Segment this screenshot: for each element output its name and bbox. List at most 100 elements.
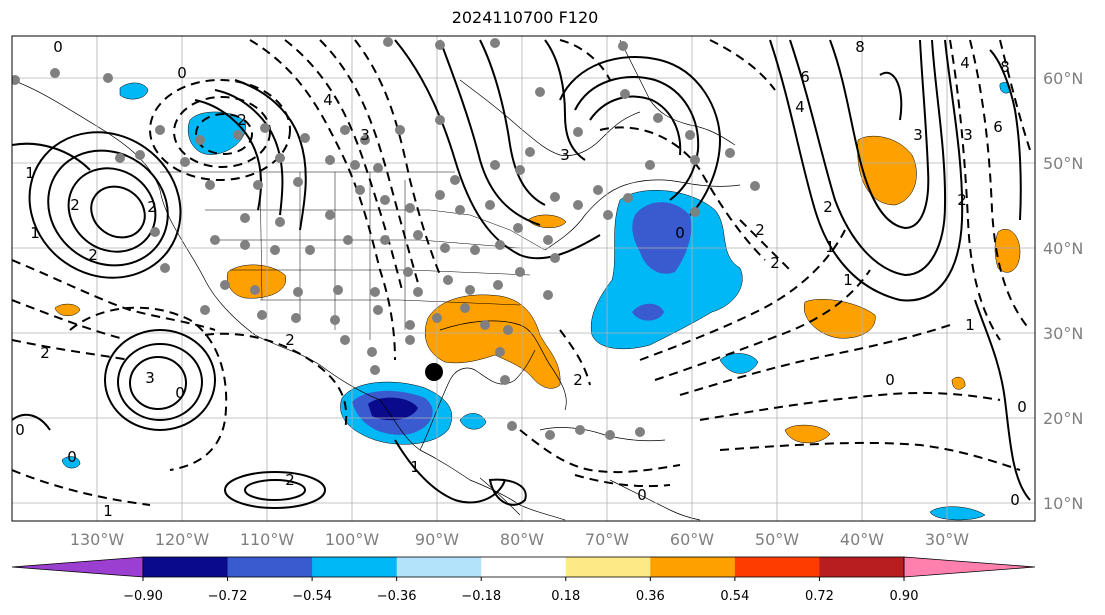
contour-label: 1 [25,164,35,182]
colorbar-segment [565,557,651,577]
contour-label: 2 [285,471,295,489]
contour-label: 2 [237,111,247,129]
contour-label: 2 [70,196,80,214]
lat-label: 50°N [1043,154,1083,173]
contour-label: 1 [843,271,853,289]
contour-label: 0 [637,486,647,504]
lon-label: 130°W [70,530,125,549]
colorbar-segment [734,557,820,577]
lon-label: 100°W [325,530,380,549]
anomaly-orange-great-lakes [527,214,567,228]
colorbar-segment [650,557,736,577]
contour-label: 0 [67,448,77,466]
anomaly-orange-small-east [951,376,966,390]
lon-label: 50°W [755,530,799,549]
anomaly-orange-southeast [424,294,561,389]
graticule [12,36,1035,521]
contour-label: 0 [175,384,185,402]
contour-label: 0 [885,371,895,389]
contour-label: 6 [800,68,810,86]
contour-label: 3 [145,369,155,387]
longitude-labels: 130°W 120°W 110°W 100°W 90°W 80°W 70°W 6… [70,530,969,549]
contour-label: 1 [825,238,835,256]
contour-label: 0 [1017,398,1027,416]
anomaly-orange-atlantic-south [784,424,831,444]
contour-label: 2 [40,344,50,362]
contour-label: 3 [560,146,570,164]
anomaly-midblue-atlantic [632,202,692,274]
lon-label: 90°W [415,530,459,549]
lat-label: 60°N [1043,69,1083,88]
colorbar-tick-label: 0.72 [805,589,834,604]
anomaly-orange-southwest [227,264,286,299]
lon-label: 110°W [240,530,295,549]
map-frame [11,35,1036,522]
station-markers [12,37,760,440]
colorbar-extend-left [11,556,144,578]
anomaly-orange-atlantic-mid [803,299,876,339]
anomaly-midblue-atlantic-small [632,303,664,321]
contour-label: 0 [1010,491,1020,509]
anomaly-orange-atlantic-north [857,135,917,206]
lon-label: 120°W [155,530,210,549]
contour-label: 2 [770,254,780,272]
anomaly-blue-small-pacific [61,456,81,469]
contour-label: 6 [993,118,1003,136]
lat-label: 30°N [1043,324,1083,343]
lon-label: 70°W [585,530,629,549]
colorbar-tick-label: 0.18 [551,589,580,604]
colorbar-segment [819,557,905,577]
contour-label: 1 [410,458,420,476]
colorbar-tick-label: −0.90 [123,589,163,604]
colorbar-tick-label: 0.54 [720,589,749,604]
anomaly-orange-pacific [54,303,81,316]
contour-label: 2 [573,371,583,389]
contour-label: 3 [963,126,973,144]
map-plot-area [12,36,1035,521]
colorbar-tick-label: 0.90 [890,589,919,604]
colorbar-tick-label: −0.72 [208,589,248,604]
anomaly-blue-caribbean [459,413,487,430]
anomaly-blue-north-pacific [119,82,149,100]
contour-label: 4 [323,91,333,109]
latitude-labels: 60°N 50°N 40°N 30°N 20°N 10°N [1043,69,1083,513]
state-borders [160,171,546,340]
storm-center-marker [425,363,443,381]
contour-label: 8 [1000,58,1010,76]
contour-label: 0 [675,224,685,242]
contour-label: 1 [965,316,975,334]
contour-label: 2 [823,198,833,216]
contour-labels: 0 0 2 4 3 2 2 1 2 1 3 2 2 0 0 3 4 6 8 4 … [15,38,1027,520]
contours-dashed [12,39,1031,506]
anomaly-darkblue-gulf [368,397,418,421]
contour-label: 2 [755,221,765,239]
anomaly-orange-atlantic-east [994,228,1021,273]
contour-label: 4 [795,98,805,116]
colorbar-tick-label: 0.36 [636,589,665,604]
contour-label: 8 [855,38,865,56]
contour-label: 3 [360,126,370,144]
colorbar-segment [481,557,567,577]
colorbar-tick-label: −0.18 [461,589,501,604]
colorbar-tick-label: −0.36 [377,589,417,604]
contour-label: 1 [30,224,40,242]
contour-label: 2 [147,198,157,216]
colorbar-segment [227,557,313,577]
contour-label: 2 [285,331,295,349]
colorbar-tick-label: −0.54 [292,589,332,604]
contours-solid [12,39,1031,509]
colorbar-segment [312,557,398,577]
contour-label: 4 [960,54,970,72]
lon-label: 80°W [500,530,544,549]
contour-label: 0 [53,38,63,56]
anomaly-blue-southeast-corner [929,506,986,521]
lon-label: 60°W [670,530,714,549]
anomaly-blue-midatlantic [719,353,759,374]
colorbar-segment [143,557,229,577]
contour-label: 1 [103,502,113,520]
lon-label: 40°W [840,530,884,549]
shaded-anomalies [54,82,1021,521]
colorbar: −0.90 −0.72 −0.54 −0.36 −0.18 0.18 0.36 0.54 0.7… [11,556,1036,604]
contour-label: 0 [15,421,25,439]
